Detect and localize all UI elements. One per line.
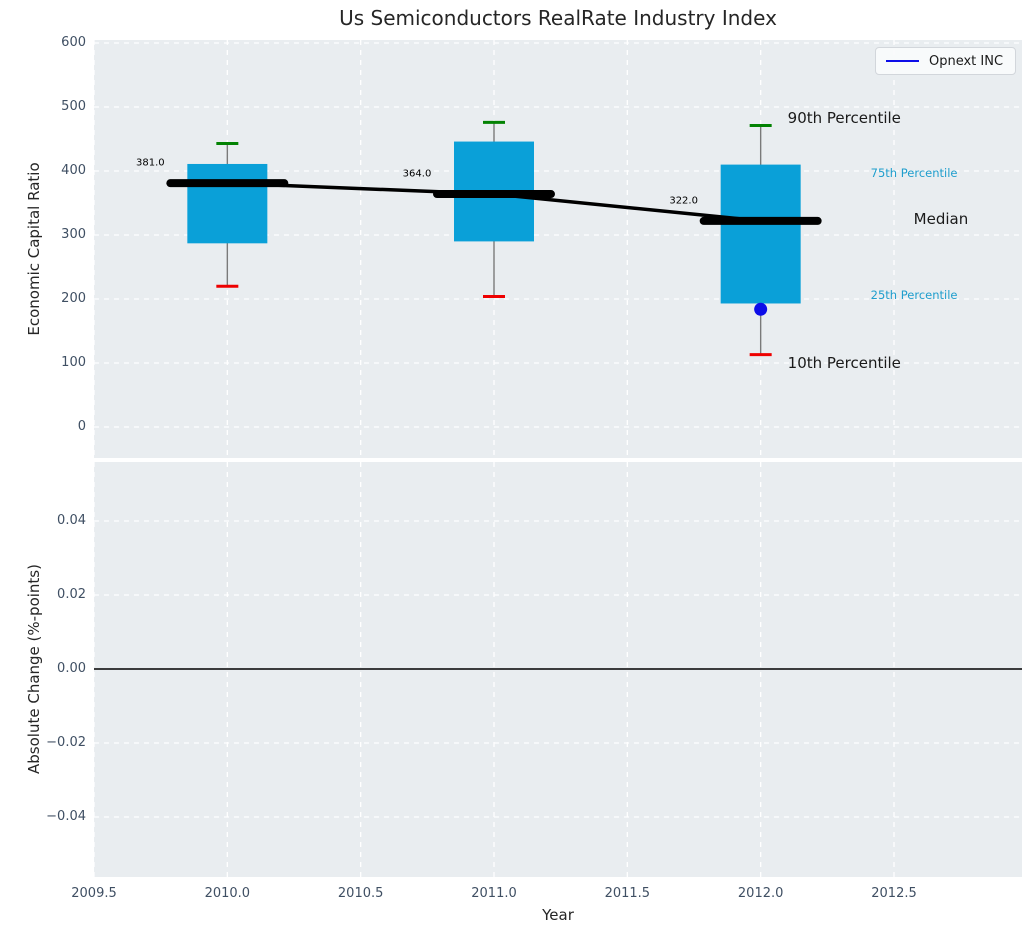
y-tick-label-bottom: 0.02 — [57, 587, 86, 602]
annotation-p25: 25th Percentile — [870, 288, 958, 303]
annotation-p75: 75th Percentile — [870, 165, 958, 180]
y-tick-label-bottom: 0.00 — [57, 661, 86, 676]
x-tick-label: 2011.5 — [604, 886, 651, 901]
y-tick-label-bottom: −0.04 — [46, 809, 86, 824]
median-value-label: 381.0 — [136, 157, 165, 169]
bottom-plot-area — [94, 462, 1022, 877]
median-value-label: 322.0 — [669, 195, 698, 207]
annotation-p90: 90th Percentile — [787, 108, 901, 127]
legend-line-sample — [886, 60, 919, 62]
x-tick-label: 2009.5 — [71, 886, 117, 901]
y-tick-label-top: 100 — [61, 355, 86, 370]
chart-title: Us Semiconductors RealRate Industry Inde… — [339, 6, 777, 30]
x-tick-label: 2010.5 — [337, 886, 384, 901]
y-tick-label-top: 200 — [61, 291, 86, 306]
legend-label: Opnext INC — [929, 53, 1004, 69]
y-tick-label-bottom: −0.02 — [46, 735, 86, 750]
top-plot-area — [94, 40, 1022, 458]
x-tick-label: 2011.0 — [471, 886, 517, 901]
annotation-p10: 10th Percentile — [787, 353, 901, 372]
x-tick-label: 2012.5 — [871, 886, 917, 901]
y-tick-label-top: 0 — [77, 419, 86, 434]
x-axis-label: Year — [542, 906, 574, 924]
y-tick-label-bottom: 0.04 — [57, 513, 86, 528]
y-tick-label-top: 400 — [61, 163, 86, 178]
median-value-label: 364.0 — [402, 168, 432, 180]
x-tick-label: 2010.0 — [204, 886, 251, 901]
y-axis-label-top: Economic Capital Ratio — [25, 162, 43, 336]
legend: Opnext INC — [875, 47, 1017, 75]
y-tick-label-top: 500 — [61, 99, 86, 114]
y-tick-label-top: 300 — [61, 227, 86, 242]
x-tick-label: 2012.0 — [737, 886, 784, 901]
y-tick-label-top: 600 — [61, 35, 86, 50]
annotation-median: Median — [913, 209, 969, 228]
